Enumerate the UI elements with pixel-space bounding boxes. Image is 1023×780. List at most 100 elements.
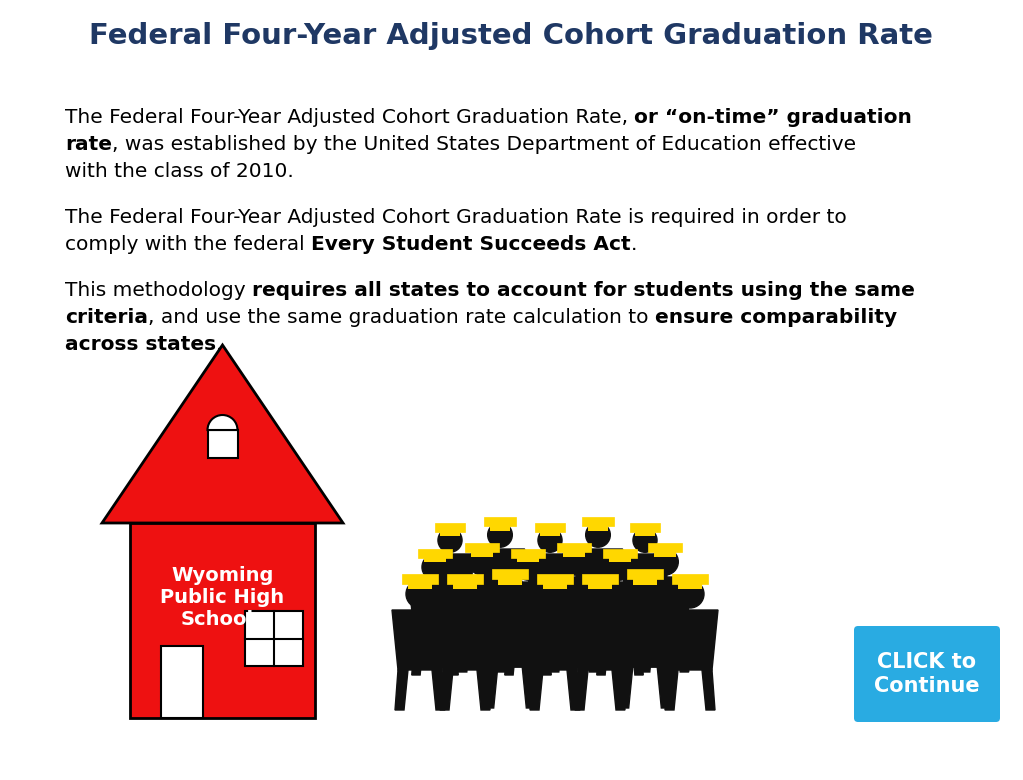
Bar bbox=[543, 584, 567, 589]
Text: across states: across states bbox=[65, 335, 216, 354]
Polygon shape bbox=[446, 638, 458, 675]
Polygon shape bbox=[617, 606, 673, 667]
Bar bbox=[408, 584, 432, 589]
Bar bbox=[435, 523, 465, 532]
Polygon shape bbox=[572, 610, 628, 670]
Text: Every Student Succeeds Act: Every Student Succeeds Act bbox=[311, 235, 630, 254]
Polygon shape bbox=[392, 610, 448, 670]
Polygon shape bbox=[102, 345, 343, 523]
Polygon shape bbox=[662, 610, 718, 670]
Polygon shape bbox=[641, 634, 654, 672]
Circle shape bbox=[607, 554, 633, 580]
Text: comply with the federal: comply with the federal bbox=[65, 235, 311, 254]
Bar bbox=[161, 646, 203, 718]
Polygon shape bbox=[550, 634, 563, 672]
Text: The Federal Four-Year Adjusted Cohort Graduation Rate,: The Federal Four-Year Adjusted Cohort Gr… bbox=[65, 108, 634, 127]
Text: .: . bbox=[630, 235, 637, 254]
Polygon shape bbox=[665, 670, 678, 710]
Polygon shape bbox=[539, 638, 551, 675]
Circle shape bbox=[515, 554, 541, 580]
Text: Every Student Succeeds Act: Every Student Succeeds Act bbox=[311, 235, 630, 254]
Polygon shape bbox=[458, 634, 471, 672]
Polygon shape bbox=[409, 582, 461, 638]
Text: This methodology: This methodology bbox=[65, 281, 252, 300]
Polygon shape bbox=[638, 577, 692, 634]
Text: Wyoming
Public High
Schools: Wyoming Public High Schools bbox=[161, 566, 284, 629]
Polygon shape bbox=[529, 605, 540, 640]
Bar bbox=[447, 574, 483, 584]
Polygon shape bbox=[656, 605, 667, 640]
Text: The Federal Four-Year Adjusted Cohort Graduation Rate,: The Federal Four-Year Adjusted Cohort Gr… bbox=[65, 108, 634, 127]
Text: The Federal Four-Year Adjusted Cohort Graduation Rate is required in order to: The Federal Four-Year Adjusted Cohort Gr… bbox=[65, 208, 847, 227]
Circle shape bbox=[469, 548, 495, 575]
Bar bbox=[609, 558, 631, 562]
Polygon shape bbox=[561, 605, 572, 640]
Bar bbox=[418, 548, 452, 558]
Polygon shape bbox=[504, 638, 517, 675]
Polygon shape bbox=[426, 554, 474, 605]
Polygon shape bbox=[594, 582, 647, 638]
Bar bbox=[512, 548, 544, 558]
Text: CLICK to
Continue: CLICK to Continue bbox=[875, 652, 980, 696]
Bar bbox=[517, 558, 539, 562]
Bar bbox=[678, 584, 702, 589]
Circle shape bbox=[676, 580, 704, 608]
Circle shape bbox=[406, 580, 434, 608]
Bar bbox=[582, 574, 618, 584]
Bar bbox=[464, 543, 499, 552]
Circle shape bbox=[451, 580, 479, 608]
Bar bbox=[498, 580, 522, 584]
Polygon shape bbox=[510, 602, 522, 637]
Text: .: . bbox=[216, 335, 222, 354]
Polygon shape bbox=[576, 602, 587, 637]
Bar bbox=[604, 548, 636, 558]
Text: comply with the federal: comply with the federal bbox=[65, 235, 311, 254]
Polygon shape bbox=[476, 549, 525, 602]
Polygon shape bbox=[522, 667, 535, 708]
Polygon shape bbox=[573, 549, 623, 602]
Bar bbox=[440, 532, 460, 536]
FancyBboxPatch shape bbox=[854, 626, 1000, 722]
Bar bbox=[672, 574, 708, 584]
Circle shape bbox=[586, 580, 614, 608]
Bar bbox=[633, 580, 657, 584]
Bar bbox=[557, 543, 591, 552]
Bar bbox=[582, 517, 614, 526]
Polygon shape bbox=[575, 670, 588, 710]
Bar bbox=[484, 517, 516, 526]
Polygon shape bbox=[547, 577, 601, 634]
Polygon shape bbox=[567, 670, 580, 710]
Bar bbox=[453, 584, 477, 589]
Polygon shape bbox=[526, 554, 574, 605]
Bar bbox=[588, 584, 612, 589]
Circle shape bbox=[438, 528, 462, 552]
Polygon shape bbox=[585, 634, 597, 672]
Polygon shape bbox=[631, 638, 643, 675]
Text: criteria: criteria bbox=[65, 308, 148, 327]
Text: across states: across states bbox=[65, 335, 216, 354]
Polygon shape bbox=[702, 670, 715, 710]
Polygon shape bbox=[530, 670, 543, 710]
Bar bbox=[535, 523, 566, 532]
Text: rate: rate bbox=[65, 135, 112, 154]
Bar bbox=[244, 611, 303, 666]
Circle shape bbox=[633, 528, 657, 552]
Bar bbox=[634, 532, 656, 536]
Bar bbox=[654, 552, 676, 557]
Text: Federal Four-Year Adjusted Cohort Graduation Rate: Federal Four-Year Adjusted Cohort Gradua… bbox=[89, 22, 933, 50]
Polygon shape bbox=[612, 670, 625, 710]
Bar bbox=[648, 543, 682, 552]
Bar bbox=[424, 558, 446, 562]
Text: requires all states to account for students using the same: requires all states to account for stude… bbox=[252, 281, 915, 300]
Polygon shape bbox=[676, 634, 688, 672]
Text: criteria: criteria bbox=[65, 308, 148, 327]
Circle shape bbox=[631, 576, 659, 604]
Polygon shape bbox=[485, 667, 498, 708]
Circle shape bbox=[538, 528, 562, 552]
Circle shape bbox=[652, 548, 678, 575]
Bar bbox=[563, 552, 585, 557]
Circle shape bbox=[586, 523, 611, 548]
Polygon shape bbox=[455, 577, 508, 634]
Bar bbox=[490, 526, 510, 530]
Polygon shape bbox=[429, 605, 440, 640]
